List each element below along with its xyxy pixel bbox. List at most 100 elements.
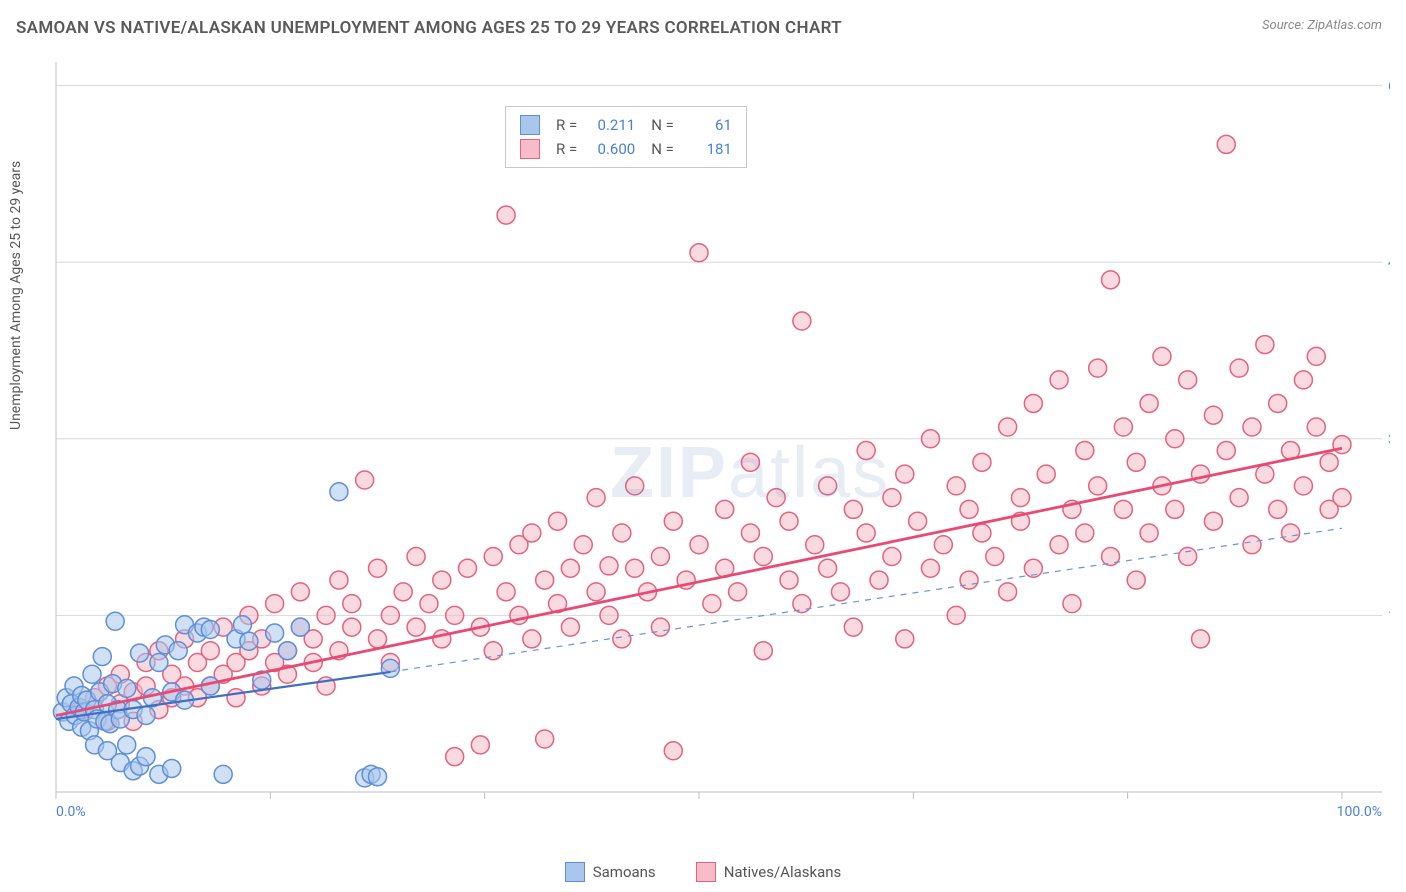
legend-swatch-samoans bbox=[565, 862, 585, 882]
scatter-point bbox=[947, 606, 965, 624]
scatter-point bbox=[118, 736, 136, 754]
scatter-point bbox=[536, 730, 554, 748]
scatter-point bbox=[536, 571, 554, 589]
trend-line bbox=[56, 448, 1342, 715]
stats-legend-box: R = 0.211 N = 61 R = 0.600 N = 181 bbox=[505, 106, 747, 168]
scatter-point bbox=[574, 536, 592, 554]
scatter-point bbox=[664, 742, 682, 760]
scatter-point bbox=[523, 630, 541, 648]
scatter-point bbox=[1127, 571, 1145, 589]
scatter-point bbox=[291, 583, 309, 601]
scatter-point bbox=[266, 595, 284, 613]
scatter-point bbox=[1192, 465, 1210, 483]
scatter-point bbox=[1089, 477, 1107, 495]
scatter-point bbox=[1050, 536, 1068, 554]
scatter-point bbox=[561, 559, 579, 577]
x-tick-label-right: 100.0% bbox=[1337, 804, 1382, 820]
r-label: R = bbox=[556, 137, 577, 161]
scatter-point bbox=[1076, 524, 1094, 542]
legend-swatch-natives bbox=[696, 862, 716, 882]
scatter-point bbox=[973, 453, 991, 471]
scatter-point bbox=[330, 571, 348, 589]
legend-item-natives: Natives/Alaskans bbox=[696, 862, 842, 882]
scatter-point bbox=[233, 616, 251, 634]
scatter-point bbox=[549, 512, 567, 530]
scatter-point bbox=[561, 618, 579, 636]
scatter-point bbox=[587, 583, 605, 601]
scatter-point bbox=[369, 768, 387, 786]
scatter-point bbox=[780, 571, 798, 589]
scatter-point bbox=[1307, 418, 1325, 436]
scatter-point bbox=[484, 548, 502, 566]
scatter-point bbox=[446, 748, 464, 766]
scatter-point bbox=[999, 418, 1017, 436]
scatter-point bbox=[1166, 430, 1184, 448]
scatter-point bbox=[690, 244, 708, 262]
scatter-point bbox=[947, 477, 965, 495]
scatter-point bbox=[93, 648, 111, 666]
scatter-point bbox=[741, 453, 759, 471]
scatter-point bbox=[381, 606, 399, 624]
scatter-point bbox=[690, 536, 708, 554]
scatter-point bbox=[973, 524, 991, 542]
scatter-point bbox=[497, 583, 515, 601]
scatter-point bbox=[780, 512, 798, 530]
scatter-point bbox=[1140, 524, 1158, 542]
scatter-point bbox=[83, 665, 101, 683]
scatter-point bbox=[831, 583, 849, 601]
scatter-point bbox=[1217, 135, 1235, 153]
scatter-point bbox=[819, 477, 837, 495]
scatter-point bbox=[806, 536, 824, 554]
scatter-point bbox=[131, 644, 149, 662]
scatter-point bbox=[1076, 442, 1094, 460]
scatter-point bbox=[870, 571, 888, 589]
scatter-point bbox=[1333, 436, 1351, 454]
scatter-point bbox=[857, 524, 875, 542]
scatter-point bbox=[960, 500, 978, 518]
scatter-point bbox=[934, 536, 952, 554]
y-axis-label: Unemployment Among Ages 25 to 29 years bbox=[8, 161, 24, 430]
x-tick-label-left: 0.0% bbox=[56, 804, 86, 820]
r-value-samoans: 0.211 bbox=[587, 113, 635, 137]
scatter-point bbox=[1024, 394, 1042, 412]
scatter-point bbox=[343, 595, 361, 613]
scatter-point bbox=[407, 618, 425, 636]
scatter-point bbox=[1269, 500, 1287, 518]
swatch-samoans bbox=[520, 115, 540, 135]
scatter-point bbox=[1217, 442, 1235, 460]
scatter-point bbox=[201, 642, 219, 660]
scatter-point bbox=[1140, 394, 1158, 412]
scatter-point bbox=[278, 642, 296, 660]
scatter-point bbox=[844, 618, 862, 636]
scatter-point bbox=[214, 765, 232, 783]
scatter-point bbox=[1063, 595, 1081, 613]
chart-area: 15.0%30.0%45.0%60.0%0.0%100.0% ZIPatlas … bbox=[50, 52, 1390, 822]
scatter-point bbox=[369, 559, 387, 577]
scatter-point bbox=[291, 618, 309, 636]
y-tick-label: 30.0% bbox=[1388, 432, 1390, 448]
scatter-point bbox=[1102, 271, 1120, 289]
scatter-point bbox=[118, 679, 136, 697]
scatter-point bbox=[793, 595, 811, 613]
scatter-point bbox=[651, 548, 669, 566]
n-value-samoans: 61 bbox=[684, 113, 732, 137]
scatter-point bbox=[1179, 548, 1197, 566]
scatter-point bbox=[1294, 477, 1312, 495]
scatter-point bbox=[1230, 489, 1248, 507]
scatter-point bbox=[819, 559, 837, 577]
scatter-point bbox=[600, 557, 618, 575]
scatter-point bbox=[1307, 347, 1325, 365]
scatter-point bbox=[741, 524, 759, 542]
scatter-point bbox=[343, 618, 361, 636]
scatter-point bbox=[600, 606, 618, 624]
scatter-point bbox=[613, 630, 631, 648]
scatter-point bbox=[137, 706, 155, 724]
scatter-point bbox=[317, 606, 335, 624]
scatter-point bbox=[909, 512, 927, 530]
y-tick-label: 45.0% bbox=[1388, 255, 1390, 271]
scatter-point bbox=[651, 618, 669, 636]
chart-title: SAMOAN VS NATIVE/ALASKAN UNEMPLOYMENT AM… bbox=[16, 18, 842, 38]
scatter-point bbox=[921, 559, 939, 577]
scatter-point bbox=[459, 559, 477, 577]
scatter-point bbox=[587, 489, 605, 507]
